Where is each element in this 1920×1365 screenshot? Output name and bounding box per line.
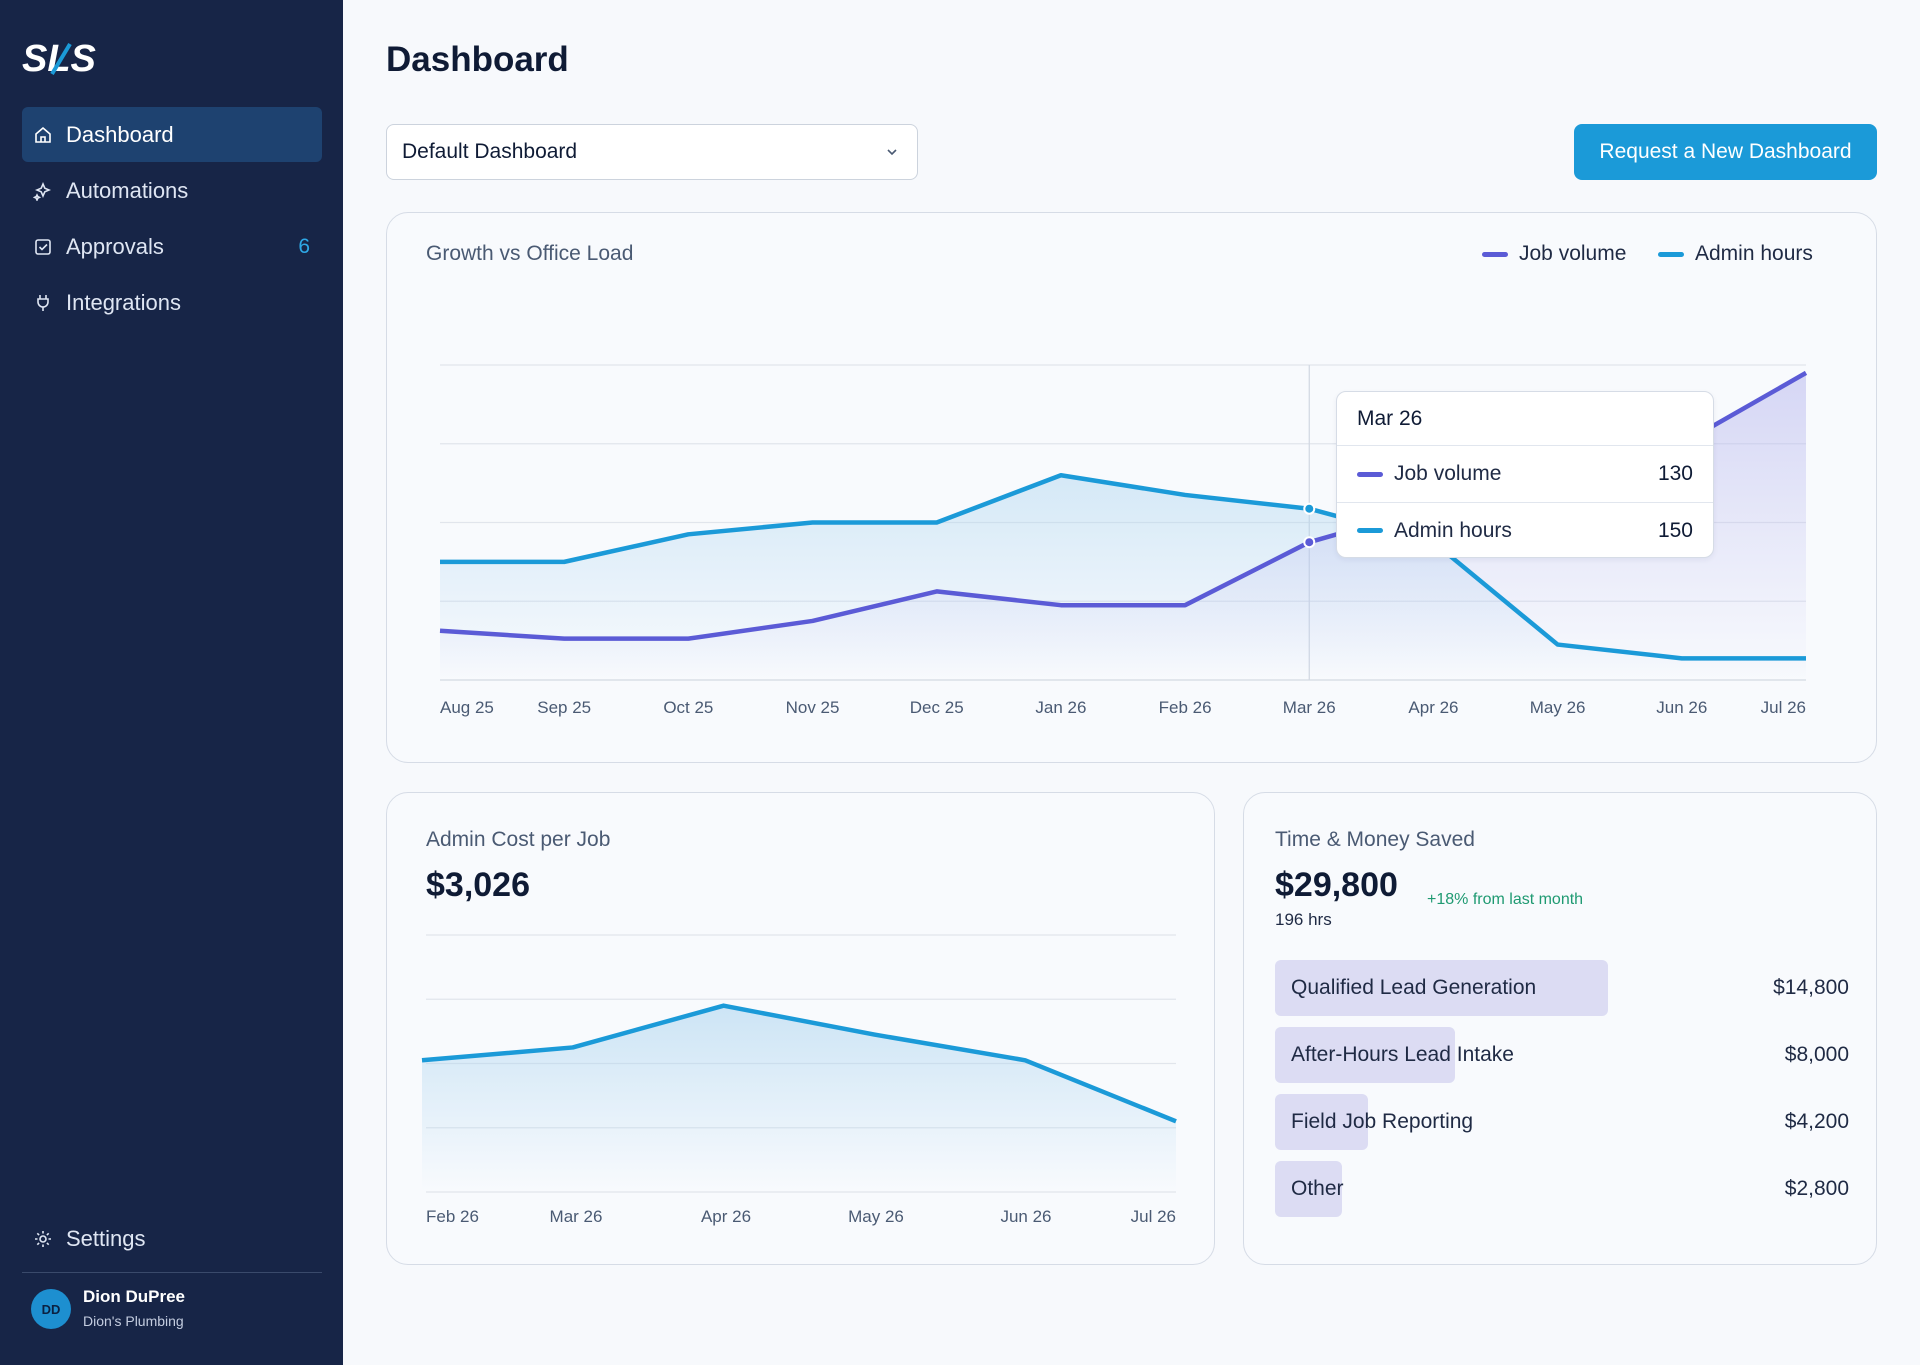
dashboard-select[interactable]: Default Dashboard [386, 124, 918, 180]
request-dashboard-button[interactable]: Request a New Dashboard [1574, 124, 1877, 180]
cost-area [422, 1005, 1176, 1192]
savings-amount: $2,800 [1784, 1177, 1849, 1200]
sidebar: SLS Dashboard Automations Approvals 6 In… [0, 0, 343, 1365]
tooltip-label: Admin hours [1394, 518, 1512, 542]
legend-label: Admin hours [1695, 242, 1813, 265]
savings-share-bar [1275, 960, 1608, 1016]
x-tick-label: Nov 25 [786, 698, 840, 717]
chart-tooltip: Mar 26 Job volume 130 Admin hours 150 [1336, 391, 1714, 558]
savings-share-bar [1275, 1027, 1455, 1083]
x-tick-label: Oct 25 [663, 698, 713, 717]
tooltip-row-admin-hours: Admin hours 150 [1337, 502, 1713, 558]
admin-hours-line [440, 473, 1806, 661]
tooltip-month: Mar 26 [1337, 392, 1713, 446]
savings-title: Time & Money Saved [1275, 828, 1475, 851]
sidebar-item-settings[interactable]: Settings [22, 1211, 322, 1266]
x-tick-label: Feb 26 [1159, 698, 1212, 717]
svg-text:SLS: SLS [22, 38, 96, 76]
x-tick-label: Feb 26 [426, 1207, 479, 1226]
savings-label: Other [1291, 1177, 1344, 1200]
approvals-count-badge: 6 [298, 234, 310, 258]
x-tick-label: Jan 26 [1035, 698, 1086, 717]
savings-amount: $8,000 [1784, 1043, 1849, 1066]
x-tick-label: Jul 26 [1131, 1207, 1176, 1226]
sidebar-divider [22, 1272, 322, 1273]
legend-label: Job volume [1519, 242, 1627, 265]
x-tick-label: May 26 [848, 1207, 904, 1226]
sidebar-item-label: Dashboard [66, 121, 174, 147]
chevron-down-icon [887, 149, 897, 156]
avatar[interactable]: DD [31, 1289, 71, 1329]
user-name: Dion DuPree [83, 1287, 186, 1306]
sidebar-item-dashboard[interactable]: Dashboard [22, 107, 322, 162]
x-tick-label: Mar 26 [550, 1207, 603, 1226]
tooltip-swatch [1357, 471, 1383, 477]
legend-admin-hours: Admin hours [1658, 242, 1813, 266]
x-tick-label: Mar 26 [1283, 698, 1336, 717]
x-tick-label: Jun 26 [1000, 1207, 1051, 1226]
admin-cost-chart[interactable]: Feb 26 Mar 26 Apr 26 May 26 Jun 26 Jul 26 [386, 792, 1215, 1265]
legend-swatch [1482, 251, 1508, 257]
tooltip-value: 150 [1657, 518, 1693, 542]
savings-share-bar [1275, 1094, 1368, 1150]
savings-label: After-Hours Lead Intake [1291, 1043, 1514, 1066]
legend-job-volume: Job volume [1482, 242, 1626, 266]
savings-row: Qualified Lead Generation $14,800 [1275, 960, 1849, 1016]
gear-icon [32, 1228, 54, 1250]
cost-line [421, 1003, 1177, 1124]
savings-row: Field Job Reporting $4,200 [1275, 1094, 1849, 1150]
sidebar-item-automations[interactable]: Automations [22, 163, 322, 218]
hover-point [1303, 536, 1316, 549]
sidebar-item-label: Integrations [66, 289, 181, 315]
tooltip-swatch [1357, 528, 1383, 533]
page-title: Dashboard [386, 40, 569, 79]
series-area [440, 372, 1806, 680]
x-tick-label: Apr 26 [701, 1207, 751, 1226]
sidebar-item-integrations[interactable]: Integrations [22, 275, 322, 330]
sidebar-item-label: Approvals [66, 233, 164, 259]
sidebar-item-approvals[interactable]: Approvals 6 [22, 219, 322, 274]
savings-delta: +18% from last month [1427, 891, 1584, 908]
hover-point [1303, 502, 1316, 515]
dashboard-select-value: Default Dashboard [402, 140, 578, 163]
x-tick-label: Jun 26 [1656, 698, 1707, 717]
tooltip-value: 130 [1657, 462, 1693, 485]
savings-value: $29,800 [1275, 866, 1398, 904]
savings-label: Qualified Lead Generation [1291, 976, 1537, 999]
sidebar-item-label: Settings [66, 1225, 146, 1251]
savings-share-bar [1275, 1161, 1342, 1217]
savings-amount: $14,800 [1773, 976, 1849, 999]
admin-cost-title: Admin Cost per Job [426, 828, 611, 851]
x-tick-label: Jul 26 [1761, 698, 1806, 717]
sls-logo: SLS [22, 38, 96, 76]
savings-row: Other $2,800 [1275, 1161, 1849, 1217]
x-tick-label: May 26 [1530, 698, 1586, 717]
savings-row: After-Hours Lead Intake $8,000 [1275, 1027, 1849, 1083]
checkbox-icon [32, 236, 54, 258]
plug-icon [32, 292, 54, 314]
x-tick-label: Dec 25 [910, 698, 964, 717]
tooltip-label: Job volume [1394, 462, 1502, 485]
home-icon [32, 124, 54, 146]
admin-cost-value: $3,026 [426, 866, 530, 904]
savings-amount: $4,200 [1784, 1110, 1849, 1133]
x-tick-label: Aug 25 [440, 698, 494, 717]
user-organization: Dion's Plumbing [83, 1313, 184, 1329]
savings-hours: 196 hrs [1275, 910, 1332, 929]
savings-label: Field Job Reporting [1291, 1110, 1474, 1133]
legend-swatch [1658, 251, 1684, 257]
sparkles-icon [32, 180, 54, 202]
tooltip-row-job-volume: Job volume 130 [1337, 446, 1713, 502]
x-tick-label: Apr 26 [1408, 698, 1458, 717]
growth-chart-title: Growth vs Office Load [426, 242, 634, 265]
sidebar-item-label: Automations [66, 177, 189, 203]
x-tick-label: Sep 25 [537, 698, 591, 717]
